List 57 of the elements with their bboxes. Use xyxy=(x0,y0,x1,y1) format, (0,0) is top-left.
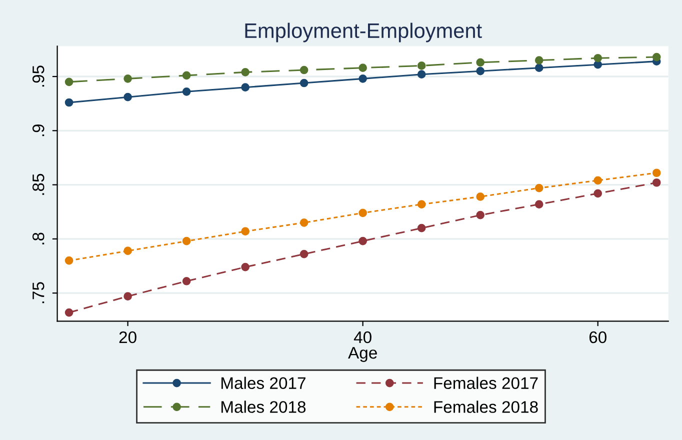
x-tick-label: 20 xyxy=(119,331,136,344)
point xyxy=(476,66,485,76)
point xyxy=(534,56,544,64)
point xyxy=(594,54,602,62)
point xyxy=(476,192,485,201)
legend-label: Males 2017 xyxy=(221,376,306,390)
y-tick-label: .9 xyxy=(32,124,44,136)
point xyxy=(358,74,367,83)
chart-title: Employment-Employment xyxy=(245,22,482,42)
point xyxy=(241,227,250,236)
point xyxy=(417,224,426,232)
point xyxy=(182,236,191,246)
legend-label: Females 2017 xyxy=(434,376,538,390)
point xyxy=(652,52,661,62)
point xyxy=(64,78,74,86)
point xyxy=(124,246,132,255)
point xyxy=(417,200,426,208)
point xyxy=(358,236,367,246)
legend-label: Males 2018 xyxy=(221,400,306,413)
point xyxy=(182,88,191,96)
x-tick-label: 40 xyxy=(354,331,372,344)
y-tick-label: .95 xyxy=(32,66,44,87)
point xyxy=(182,276,191,286)
point xyxy=(300,250,308,258)
x-axis-title: Age xyxy=(348,347,377,362)
y-tick-label: .8 xyxy=(32,232,44,244)
y-tick-label: .75 xyxy=(32,282,44,304)
legend-label: Females 2018 xyxy=(434,400,538,413)
point xyxy=(124,92,132,102)
point xyxy=(300,66,308,74)
point xyxy=(64,98,74,107)
point xyxy=(300,218,308,227)
point xyxy=(534,184,544,192)
point xyxy=(594,176,602,185)
point xyxy=(652,168,661,178)
point xyxy=(534,200,544,208)
point xyxy=(182,71,191,80)
point xyxy=(417,62,426,70)
point xyxy=(64,308,74,317)
point xyxy=(534,64,544,72)
point xyxy=(358,64,367,72)
point xyxy=(241,262,250,272)
point xyxy=(476,58,485,67)
x-tick-label: 60 xyxy=(589,331,606,344)
point xyxy=(241,68,250,76)
point xyxy=(476,210,485,220)
point xyxy=(358,208,367,218)
point xyxy=(652,178,661,187)
point xyxy=(64,256,74,265)
point xyxy=(124,292,132,300)
point xyxy=(594,60,602,69)
point xyxy=(124,74,132,83)
point xyxy=(417,70,426,79)
point xyxy=(594,189,602,198)
y-tick-label: .85 xyxy=(32,174,44,195)
point xyxy=(241,83,250,92)
point xyxy=(300,78,308,88)
